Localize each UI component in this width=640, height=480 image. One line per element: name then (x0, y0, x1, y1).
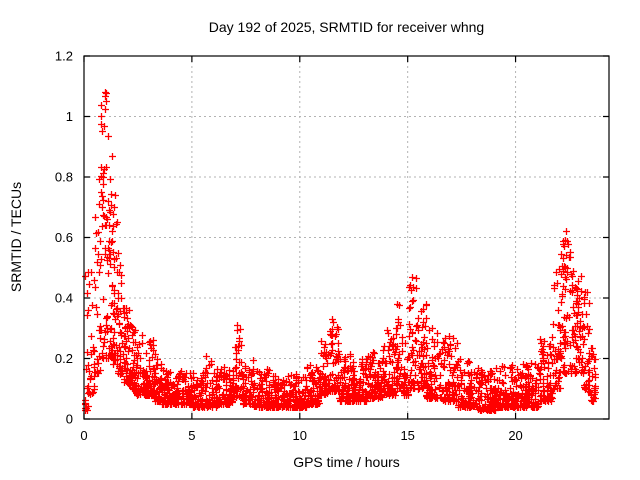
scatter-points (82, 89, 599, 414)
x-tick-label: 5 (188, 428, 195, 443)
y-tick-label: 1 (66, 109, 73, 124)
y-tick-label: 0 (66, 412, 73, 427)
x-tick-label: 0 (80, 428, 87, 443)
x-tick-label: 10 (293, 428, 307, 443)
chart-title: Day 192 of 2025, SRMTID for receiver whn… (208, 19, 485, 35)
y-tick-label: 1.2 (55, 49, 73, 64)
y-tick-label: 0.4 (55, 291, 73, 306)
x-tick-label: 15 (400, 428, 414, 443)
x-tick-label: 20 (508, 428, 522, 443)
y-tick-label: 0.8 (55, 170, 73, 185)
x-axis-label: GPS time / hours (293, 454, 400, 470)
axis-ticks (83, 55, 609, 420)
y-tick-label: 0.2 (55, 351, 73, 366)
y-tick-label: 0.6 (55, 230, 73, 245)
